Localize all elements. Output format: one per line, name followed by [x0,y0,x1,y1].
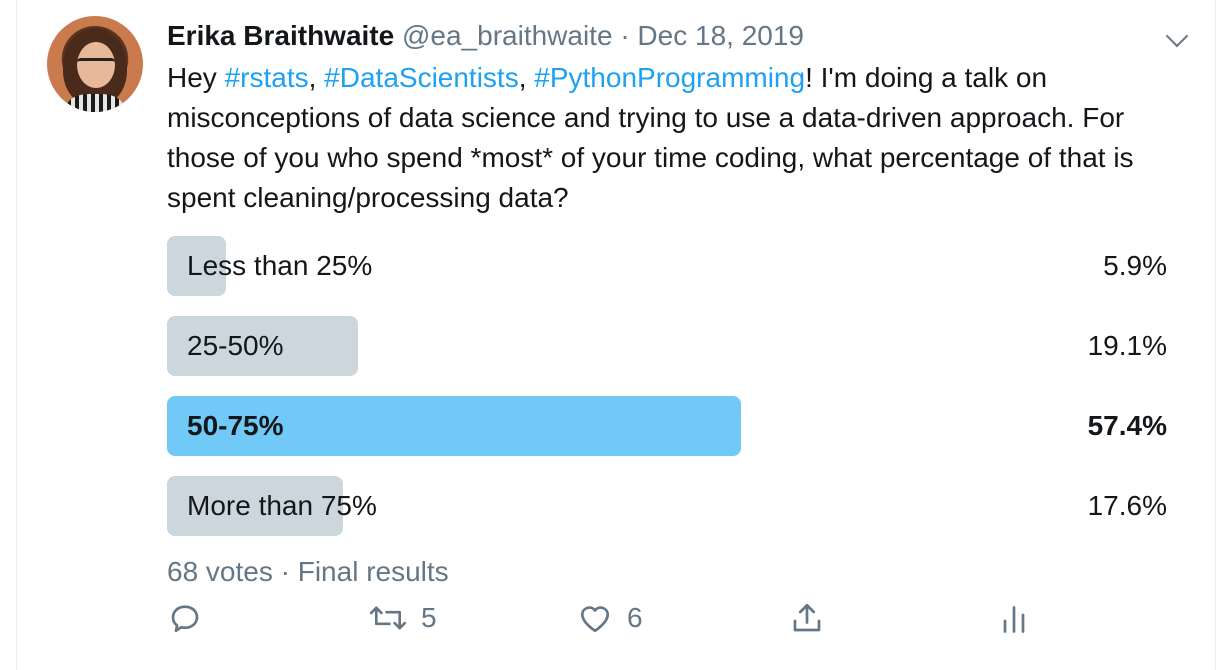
retweet-count: 5 [421,602,437,633]
avatar[interactable] [47,16,143,112]
text-greeting: Hey [167,62,225,93]
hashtag-link-rstats[interactable]: #rstats [224,62,309,93]
tweet-header: Erika Braithwaite @ea_braithwaite · Dec … [167,18,1177,54]
avatar-glasses [77,58,115,71]
poll-bar [167,476,343,536]
poll-summary: 68 votes · Final results [167,556,449,587]
poll-bar [167,396,741,456]
text-comma: , [518,62,535,93]
poll-bar [167,316,358,376]
like-count: 6 [627,602,643,633]
author-handle[interactable]: @ea_braithwaite [401,20,613,51]
tweet-date[interactable]: Dec 18, 2019 [637,20,804,51]
poll-option-label: 50-75% [187,410,284,441]
header-separator: · [620,20,630,51]
like-button[interactable]: 6 [577,598,643,638]
analytics-button[interactable] [999,598,1029,638]
poll-option: 50-75% 57.4% [167,396,1167,456]
tweet-text: Hey #rstats, #DataScientists, #PythonPro… [167,58,1177,218]
poll-option: 25-50% 19.1% [167,316,1167,376]
poll-option: More than 75% 17.6% [167,476,1167,536]
hashtag-link-pythonprogramming[interactable]: #PythonProgramming [534,62,806,93]
retweet-icon [369,606,407,630]
poll-option-label: Less than 25% [187,250,373,281]
poll-option-percent: 5.9% [1103,250,1167,281]
text-body: ! I'm doing a talk on misconceptions of … [167,62,1134,213]
poll-option-label: More than 75% [187,490,377,521]
hashtag-link-datascientists[interactable]: #DataScientists [324,62,519,93]
author-name[interactable]: Erika Braithwaite [167,20,395,51]
retweet-button[interactable]: 5 [369,598,437,638]
share-button[interactable] [789,598,825,638]
heart-icon [580,606,610,633]
poll-option-label: 25-50% [187,330,284,361]
avatar-shirt [67,94,123,112]
poll-option: Less than 25% 5.9% [167,236,1167,296]
poll-option-percent: 17.6% [1087,490,1167,521]
poll: Less than 25% 5.9% 25-50% 19.1% 50-75% 5… [167,236,1167,588]
text-comma: , [308,62,325,93]
reply-button[interactable] [167,598,203,638]
share-icon [793,603,821,632]
tweet-card[interactable]: Erika Braithwaite @ea_braithwaite · Dec … [16,0,1216,670]
poll-bar [167,236,226,296]
tweet-actions: 5 6 [167,598,1167,638]
avatar-face [77,42,115,88]
analytics-icon [1003,606,1025,633]
reply-icon [171,605,199,633]
poll-option-percent: 57.4% [1087,410,1167,441]
poll-option-percent: 19.1% [1087,330,1167,361]
tweet-content: Erika Braithwaite @ea_braithwaite · Dec … [167,18,1177,588]
